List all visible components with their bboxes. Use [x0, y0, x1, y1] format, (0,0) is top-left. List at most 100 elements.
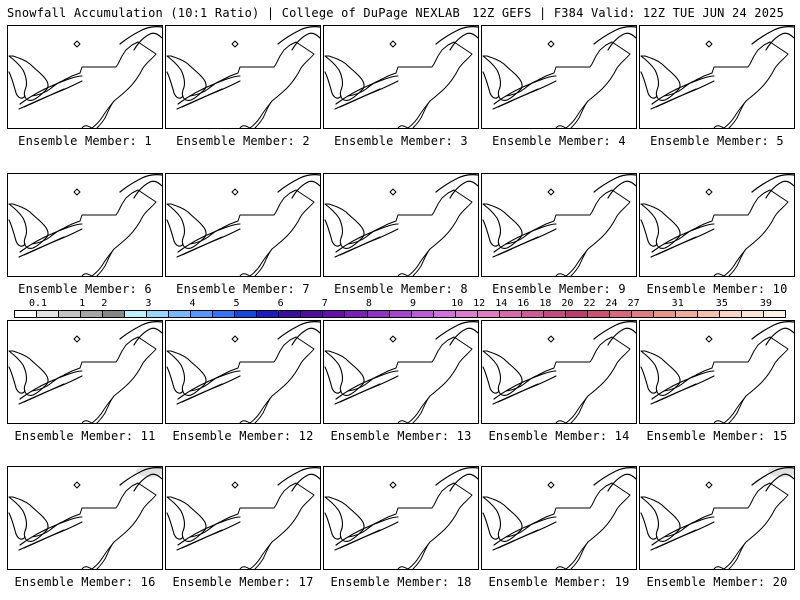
colorbar-swatch [37, 311, 60, 317]
ensemble-member-label: Ensemble Member: 17 [172, 575, 314, 589]
ensemble-member-map[interactable] [639, 173, 795, 277]
ensemble-member-map[interactable] [7, 25, 163, 129]
map-coastline [640, 321, 794, 423]
ensemble-member-map[interactable] [639, 25, 795, 129]
ensemble-member-map[interactable] [323, 25, 479, 129]
ensemble-member-map[interactable] [7, 173, 163, 277]
colorbar-swatch [521, 311, 544, 317]
colorbar-swatch [543, 311, 566, 317]
ensemble-member-label: Ensemble Member: 16 [14, 575, 156, 589]
ensemble-member-label: Ensemble Member: 5 [650, 134, 784, 148]
colorbar-swatch [631, 311, 654, 317]
colorbar-tick-label: 39 [759, 298, 772, 309]
colorbar-tick-label: 22 [583, 298, 596, 309]
ensemble-member-label: Ensemble Member: 14 [488, 429, 630, 443]
ensemble-member-label: Ensemble Member: 15 [646, 429, 788, 443]
ensemble-member-label: Ensemble Member: 12 [172, 429, 314, 443]
map-coastline [640, 26, 794, 128]
colorbar-swatch [675, 311, 698, 317]
ensemble-member-map[interactable] [639, 466, 795, 570]
colorbar-swatch [125, 311, 148, 317]
colorbar-swatch [697, 311, 720, 317]
map-title: Snowfall Accumulation (10:1 Ratio) | Col… [7, 6, 460, 20]
map-coastline [482, 321, 636, 423]
ensemble-member-label: Ensemble Member: 13 [330, 429, 472, 443]
ensemble-member-label: Ensemble Member: 4 [492, 134, 626, 148]
colorbar-tick-label: 27 [627, 298, 640, 309]
map-coastline [482, 26, 636, 128]
colorbar-swatch [477, 311, 500, 317]
colorbar-tick-label: 35 [715, 298, 728, 309]
map-coastline [8, 26, 162, 128]
map-coastline [482, 467, 636, 569]
ensemble-member-map[interactable] [481, 173, 637, 277]
map-coastline [8, 321, 162, 423]
ensemble-member-map[interactable] [639, 320, 795, 424]
colorbar-swatch [301, 311, 324, 317]
colorbar-swatch [345, 311, 368, 317]
ensemble-member-map[interactable] [165, 466, 321, 570]
ensemble-member-label: Ensemble Member: 9 [492, 282, 626, 296]
map-coastline [640, 467, 794, 569]
ensemble-member-map[interactable] [7, 466, 163, 570]
ensemble-member-map[interactable] [7, 320, 163, 424]
ensemble-member-label: Ensemble Member: 7 [176, 282, 310, 296]
ensemble-member-map[interactable] [323, 173, 479, 277]
colorbar-swatch [587, 311, 610, 317]
ensemble-member-map[interactable] [481, 466, 637, 570]
colorbar-swatch [169, 311, 192, 317]
colorbar-swatch [15, 311, 38, 317]
map-coastline [166, 26, 320, 128]
colorbar-swatch [565, 311, 588, 317]
colorbar-tick-label: 8 [365, 298, 372, 309]
colorbar-swatch [323, 311, 346, 317]
ensemble-member-map[interactable] [165, 320, 321, 424]
map-coastline [640, 174, 794, 276]
colorbar-tick-label: 18 [539, 298, 552, 309]
ensemble-member-label: Ensemble Member: 19 [488, 575, 630, 589]
colorbar-swatch [367, 311, 390, 317]
ensemble-member-map[interactable] [481, 25, 637, 129]
ensemble-member-label: Ensemble Member: 3 [334, 134, 468, 148]
colorbar-swatch [609, 311, 632, 317]
map-coastline [324, 174, 478, 276]
colorbar-swatch [389, 311, 412, 317]
map-coastline [166, 321, 320, 423]
map-coastline [324, 467, 478, 569]
colorbar-tick-label: 16 [517, 298, 530, 309]
ensemble-member-map[interactable] [481, 320, 637, 424]
colorbar-tick-label: 3 [145, 298, 152, 309]
ensemble-member-label: Ensemble Member: 6 [18, 282, 152, 296]
colorbar-swatch [103, 311, 126, 317]
map-coastline [324, 321, 478, 423]
colorbar-swatch [653, 311, 676, 317]
colorbar-tick-label: 9 [410, 298, 417, 309]
colorbar-tick-label: 7 [321, 298, 328, 309]
run-valid-time: 12Z GEFS | F384 Valid: 12Z TUE JUN 24 20… [472, 6, 784, 20]
ensemble-member-map[interactable] [165, 25, 321, 129]
colorbar-tick-label: 0.1 [29, 298, 48, 309]
ensemble-member-map[interactable] [165, 173, 321, 277]
ensemble-member-label: Ensemble Member: 11 [14, 429, 156, 443]
colorbar-swatch [411, 311, 434, 317]
colorbar-tick-label: 4 [189, 298, 196, 309]
map-coastline [8, 174, 162, 276]
colorbar-swatch [257, 311, 280, 317]
colorbar-swatch [59, 311, 82, 317]
colorbar-tick-label: 6 [277, 298, 284, 309]
ensemble-member-label: Ensemble Member: 2 [176, 134, 310, 148]
ensemble-member-label: Ensemble Member: 1 [18, 134, 152, 148]
map-coastline [324, 26, 478, 128]
ensemble-member-map[interactable] [323, 466, 479, 570]
ensemble-member-label: Ensemble Member: 20 [646, 575, 788, 589]
colorbar-tick-label: 5 [233, 298, 240, 309]
ensemble-member-label: Ensemble Member: 8 [334, 282, 468, 296]
snowfall-colorbar [14, 310, 786, 318]
colorbar-swatch [720, 311, 743, 317]
ensemble-member-map[interactable] [323, 320, 479, 424]
colorbar-swatch [213, 311, 236, 317]
colorbar-swatch [279, 311, 302, 317]
colorbar-swatch [433, 311, 456, 317]
ensemble-member-label: Ensemble Member: 10 [646, 282, 788, 296]
colorbar-tick-label: 2 [101, 298, 108, 309]
